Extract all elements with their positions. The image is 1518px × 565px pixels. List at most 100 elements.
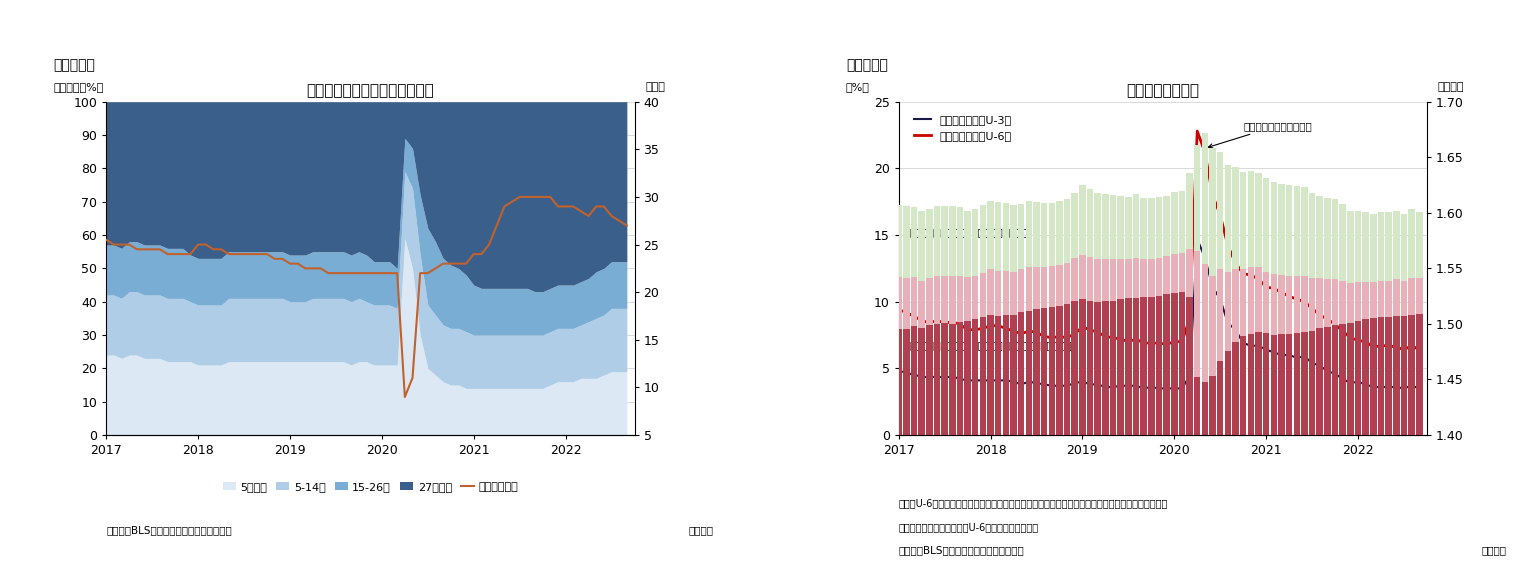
- Bar: [1217, 151, 1224, 270]
- Bar: [1394, 280, 1400, 316]
- Text: （週）: （週）: [645, 82, 665, 92]
- Text: 周辺労働力人口（右軸）: 周辺労働力人口（右軸）: [1208, 121, 1312, 148]
- Bar: [1202, 264, 1208, 382]
- Bar: [1155, 296, 1163, 565]
- Text: （月次）: （月次）: [1482, 545, 1506, 555]
- Bar: [918, 211, 924, 281]
- Bar: [1026, 311, 1032, 565]
- Bar: [1072, 193, 1078, 258]
- Bar: [1094, 302, 1101, 565]
- Bar: [964, 320, 972, 565]
- Text: （図表７）: （図表７）: [53, 58, 96, 72]
- Bar: [1316, 196, 1324, 279]
- Bar: [1240, 172, 1246, 270]
- Bar: [1309, 331, 1315, 565]
- Bar: [1148, 259, 1155, 297]
- Bar: [1002, 203, 1009, 271]
- Bar: [1233, 270, 1239, 342]
- Bar: [1102, 259, 1108, 301]
- Bar: [1363, 212, 1369, 282]
- Text: 労働力人口（経済的理由によるパートタイマー除く、右軸）: 労働力人口（経済的理由によるパートタイマー除く、右軸）: [909, 340, 1078, 350]
- Bar: [1346, 323, 1354, 565]
- Bar: [1170, 254, 1178, 293]
- Bar: [1110, 259, 1116, 301]
- Bar: [1079, 185, 1085, 255]
- Bar: [1087, 189, 1093, 257]
- Bar: [926, 210, 932, 279]
- Bar: [1371, 214, 1377, 282]
- Bar: [1178, 292, 1186, 565]
- Bar: [1132, 298, 1138, 565]
- Bar: [987, 315, 994, 565]
- Bar: [979, 318, 987, 565]
- Bar: [1339, 324, 1346, 565]
- Bar: [1125, 197, 1131, 259]
- Bar: [911, 326, 917, 565]
- Text: 経済的理由によるパートタイマー（右軸）: 経済的理由によるパートタイマー（右軸）: [909, 227, 1028, 237]
- Bar: [1324, 327, 1331, 565]
- Bar: [994, 271, 1002, 316]
- Legend: 5週未満, 5-14週, 15-26週, 27週以上, 平均（右軸）: 5週未満, 5-14週, 15-26週, 27週以上, 平均（右軸）: [219, 477, 522, 496]
- Bar: [949, 276, 955, 324]
- Bar: [1195, 251, 1201, 377]
- Bar: [1386, 281, 1392, 318]
- Bar: [1416, 279, 1422, 314]
- Bar: [1125, 259, 1131, 298]
- Bar: [987, 201, 994, 270]
- Bar: [1386, 212, 1392, 281]
- Bar: [926, 279, 932, 325]
- Bar: [979, 205, 987, 273]
- Bar: [956, 276, 962, 321]
- Bar: [1187, 173, 1193, 250]
- Bar: [1195, 377, 1201, 565]
- Bar: [1354, 211, 1362, 282]
- Bar: [1248, 171, 1254, 267]
- Bar: [903, 206, 909, 279]
- Bar: [1210, 376, 1216, 565]
- Text: （注）U-6＝（失業者＋周辺労働力＋経済的理由によるパートタイマー）／（労働力＋周辺労働力）: （注）U-6＝（失業者＋周辺労働力＋経済的理由によるパートタイマー）／（労働力＋…: [899, 498, 1167, 508]
- Bar: [1309, 193, 1315, 279]
- Bar: [1263, 333, 1269, 565]
- Bar: [1187, 250, 1193, 297]
- Bar: [1371, 282, 1377, 319]
- Bar: [918, 328, 924, 565]
- Bar: [1255, 173, 1261, 267]
- Bar: [1011, 205, 1017, 272]
- Bar: [1094, 259, 1101, 302]
- Bar: [1233, 342, 1239, 565]
- Bar: [949, 324, 955, 565]
- Bar: [1301, 332, 1307, 565]
- Bar: [1163, 256, 1170, 294]
- Bar: [1178, 190, 1186, 253]
- Bar: [1386, 318, 1392, 565]
- Bar: [1140, 198, 1148, 259]
- Bar: [1363, 319, 1369, 565]
- Bar: [1316, 279, 1324, 328]
- Bar: [1064, 304, 1070, 565]
- Bar: [1202, 382, 1208, 565]
- Bar: [1394, 211, 1400, 280]
- Bar: [1233, 167, 1239, 270]
- Bar: [994, 202, 1002, 271]
- Text: （%）: （%）: [846, 82, 870, 92]
- Bar: [1026, 201, 1032, 267]
- Bar: [1079, 255, 1085, 299]
- Bar: [1117, 196, 1123, 259]
- Bar: [972, 276, 979, 319]
- Bar: [1378, 318, 1384, 565]
- Text: 周辺労働力は失業率（U-6）より逆算して推計: 周辺労働力は失業率（U-6）より逆算して推計: [899, 521, 1038, 532]
- Bar: [1125, 298, 1131, 565]
- Bar: [1057, 201, 1063, 265]
- Bar: [1309, 279, 1315, 331]
- Bar: [1225, 351, 1231, 565]
- Bar: [1248, 267, 1254, 334]
- Bar: [1324, 280, 1331, 327]
- Bar: [1217, 270, 1224, 360]
- Bar: [1409, 279, 1415, 315]
- Bar: [1416, 314, 1422, 565]
- Bar: [1072, 258, 1078, 301]
- Bar: [1170, 192, 1178, 254]
- Bar: [941, 206, 947, 276]
- Bar: [964, 277, 972, 320]
- Bar: [1049, 266, 1055, 307]
